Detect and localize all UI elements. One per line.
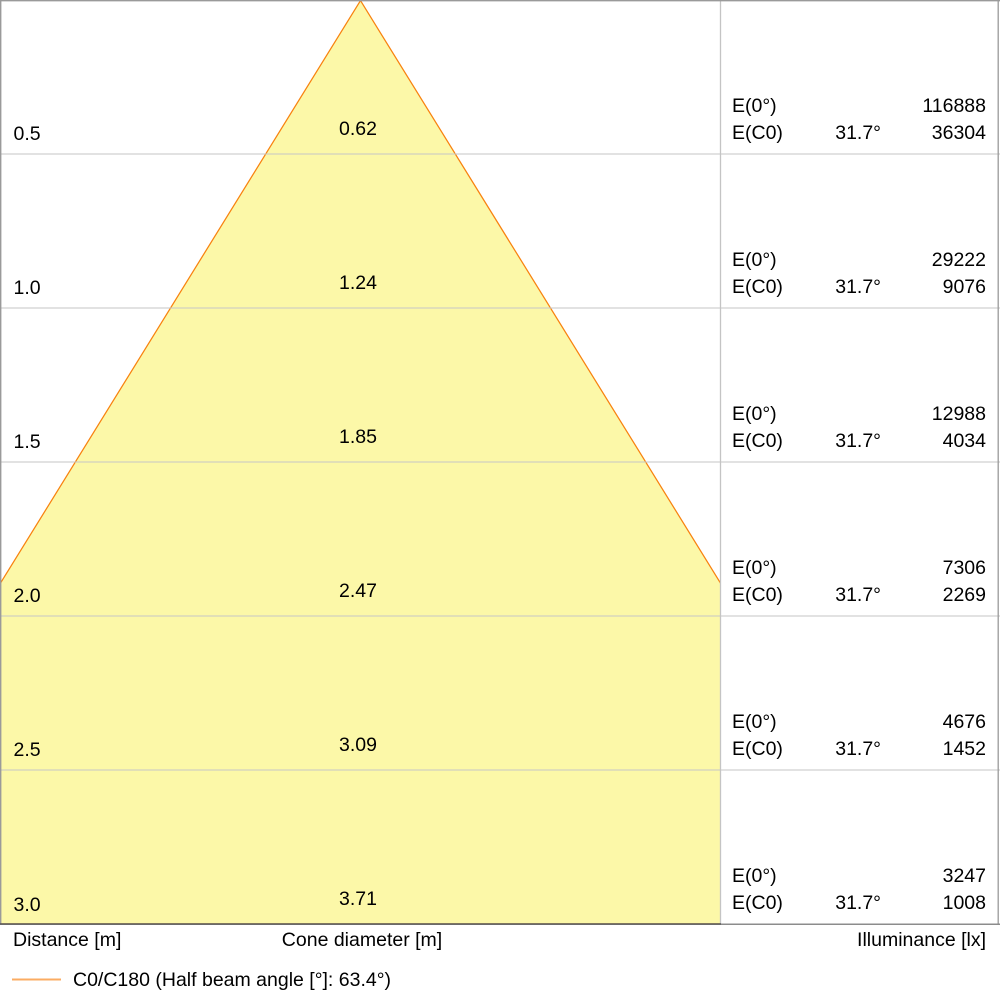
svg-text:Cone diameter [m]: Cone diameter [m]	[282, 929, 442, 951]
svg-text:1.24: 1.24	[339, 272, 377, 294]
svg-text:7306: 7306	[943, 557, 986, 579]
svg-text:E(C0): E(C0)	[732, 430, 783, 452]
svg-text:116888: 116888	[922, 95, 986, 117]
svg-text:3.71: 3.71	[339, 888, 377, 910]
svg-text:0.5: 0.5	[14, 123, 41, 145]
svg-text:2.0: 2.0	[14, 585, 41, 607]
svg-text:E(C0): E(C0)	[732, 584, 783, 606]
svg-text:3247: 3247	[943, 865, 986, 887]
svg-text:29222: 29222	[932, 249, 986, 271]
svg-text:31.7°: 31.7°	[835, 584, 881, 606]
svg-text:C0/C180 (Half beam angle [°]:: C0/C180 (Half beam angle [°]: 63.4°)	[73, 969, 391, 991]
svg-text:2.5: 2.5	[14, 739, 41, 761]
svg-text:E(0°): E(0°)	[732, 249, 777, 271]
svg-text:1.0: 1.0	[14, 277, 41, 299]
svg-text:E(C0): E(C0)	[732, 892, 783, 914]
svg-text:1.5: 1.5	[14, 431, 41, 453]
svg-text:Illuminance [lx]: Illuminance [lx]	[857, 929, 986, 951]
svg-text:2269: 2269	[943, 584, 986, 606]
svg-text:0.62: 0.62	[339, 118, 377, 140]
svg-text:E(C0): E(C0)	[732, 276, 783, 298]
svg-text:E(0°): E(0°)	[732, 95, 777, 117]
svg-text:1452: 1452	[943, 738, 986, 760]
svg-text:36304: 36304	[932, 122, 986, 144]
svg-text:3.0: 3.0	[14, 894, 41, 916]
svg-text:4034: 4034	[943, 430, 987, 452]
svg-text:E(0°): E(0°)	[732, 711, 777, 733]
svg-text:31.7°: 31.7°	[835, 738, 881, 760]
svg-text:31.7°: 31.7°	[835, 892, 881, 914]
svg-text:1008: 1008	[943, 892, 986, 914]
svg-text:E(C0): E(C0)	[732, 122, 783, 144]
svg-text:Distance [m]: Distance [m]	[13, 929, 121, 951]
svg-text:31.7°: 31.7°	[835, 122, 881, 144]
svg-text:31.7°: 31.7°	[835, 276, 881, 298]
svg-text:E(C0): E(C0)	[732, 738, 783, 760]
svg-text:3.09: 3.09	[339, 734, 377, 756]
svg-text:12988: 12988	[932, 403, 986, 425]
svg-text:1.85: 1.85	[339, 426, 377, 448]
svg-text:E(0°): E(0°)	[732, 403, 777, 425]
svg-text:31.7°: 31.7°	[835, 430, 881, 452]
svg-text:4676: 4676	[943, 711, 986, 733]
svg-text:2.47: 2.47	[339, 580, 377, 602]
svg-text:E(0°): E(0°)	[732, 865, 777, 887]
svg-text:E(0°): E(0°)	[732, 557, 777, 579]
svg-text:9076: 9076	[943, 276, 986, 298]
